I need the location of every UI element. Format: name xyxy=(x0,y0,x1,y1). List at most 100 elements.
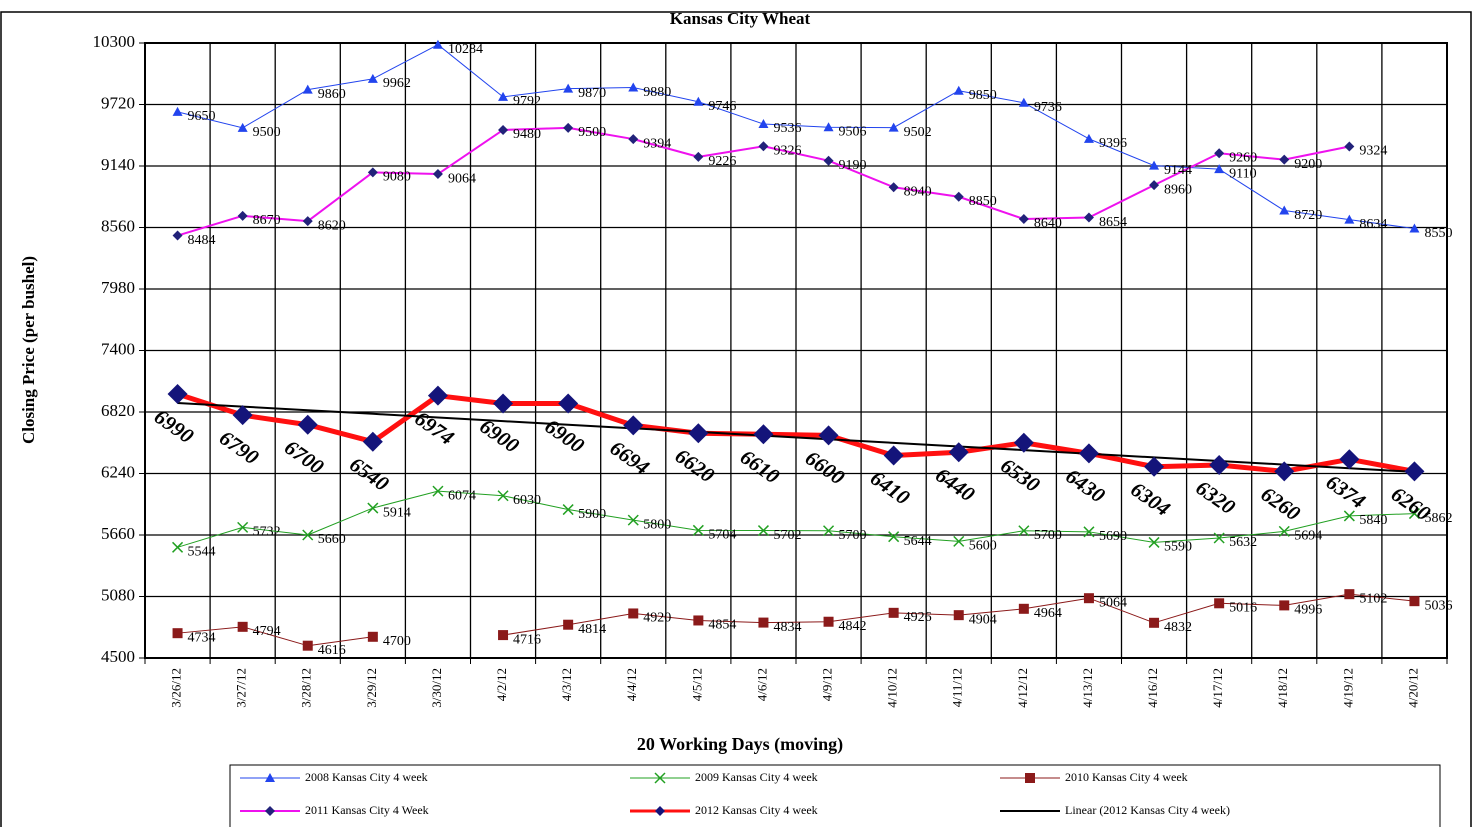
data-point xyxy=(1343,510,1355,522)
data-label: 4926 xyxy=(904,610,932,625)
data-label: 5840 xyxy=(1359,513,1387,528)
data-point xyxy=(302,216,313,227)
data-label: 4996 xyxy=(1294,603,1322,618)
data-label: 5016 xyxy=(1229,601,1257,616)
data-point xyxy=(1409,596,1420,607)
data-label: 6074 xyxy=(448,488,476,503)
data-point xyxy=(693,151,704,162)
x-tick-label: 4/20/12 xyxy=(1405,668,1420,708)
data-label: 5732 xyxy=(253,525,281,540)
legend-marker xyxy=(654,772,666,784)
legend-label: 2008 Kansas City 4 week xyxy=(305,770,428,784)
x-tick-label: 3/27/12 xyxy=(234,668,249,708)
data-label: 4834 xyxy=(773,620,801,635)
data-point xyxy=(237,122,248,132)
data-label: 9850 xyxy=(969,88,997,103)
data-label: 8850 xyxy=(969,194,997,209)
x-tick-label: 4/6/12 xyxy=(754,668,769,701)
data-point xyxy=(757,525,769,537)
data-label: 5600 xyxy=(969,539,997,554)
data-label: 5690 xyxy=(1099,529,1127,544)
data-point xyxy=(818,425,839,446)
data-label: 8640 xyxy=(1034,216,1062,231)
data-label: 8720 xyxy=(1294,208,1322,223)
data-label: 4904 xyxy=(969,612,997,627)
data-label: 9064 xyxy=(448,171,476,186)
data-label: 5694 xyxy=(1294,529,1322,544)
data-label: 4842 xyxy=(839,619,867,634)
data-label: 5644 xyxy=(904,534,932,549)
data-label: 9190 xyxy=(839,158,867,173)
data-point xyxy=(497,490,509,502)
data-label: 8960 xyxy=(1164,182,1192,197)
data-label: 4794 xyxy=(253,624,281,639)
data-point xyxy=(888,182,899,193)
data-label: 4814 xyxy=(578,622,606,637)
data-label: 4734 xyxy=(188,630,216,645)
data-point xyxy=(953,535,965,547)
data-point xyxy=(1404,461,1425,482)
data-label: 4700 xyxy=(383,634,411,649)
data-point xyxy=(558,393,579,414)
y-axis-label: Closing Price (per bushel) xyxy=(19,256,38,444)
data-point xyxy=(563,83,574,93)
data-label: 9326 xyxy=(773,143,801,158)
data-label: 9260 xyxy=(1229,150,1257,165)
data-label: 9962 xyxy=(383,76,411,91)
data-label: 4964 xyxy=(1034,606,1062,621)
x-tick-label: 4/10/12 xyxy=(885,668,900,708)
data-point xyxy=(432,39,443,49)
y-tick-label: 6240 xyxy=(101,462,135,481)
data-label: 5704 xyxy=(708,528,736,543)
data-label: 5700 xyxy=(1034,528,1062,543)
data-label: 9536 xyxy=(773,121,801,136)
data-point xyxy=(1408,508,1420,520)
data-label: 5800 xyxy=(643,517,671,532)
data-label: 9500 xyxy=(578,125,606,140)
data-point xyxy=(758,617,769,628)
y-tick-label: 9720 xyxy=(101,93,135,112)
x-tick-label: 4/11/12 xyxy=(950,668,965,707)
data-point xyxy=(1083,133,1094,143)
data-label: 4616 xyxy=(318,643,346,658)
x-tick-label: 4/13/12 xyxy=(1080,668,1095,708)
series-line xyxy=(177,401,1415,473)
data-point xyxy=(172,628,183,639)
data-point xyxy=(1214,164,1225,174)
data-point xyxy=(237,621,248,632)
data-label: 5700 xyxy=(839,528,867,543)
data-label: 8634 xyxy=(1359,217,1387,232)
data-label: 8654 xyxy=(1099,215,1127,230)
data-point xyxy=(367,73,378,83)
data-point xyxy=(888,122,899,132)
data-label: 9226 xyxy=(708,154,736,169)
data-point xyxy=(1279,205,1290,215)
data-point xyxy=(693,615,704,626)
data-label: 9870 xyxy=(578,86,606,101)
data-label: 5590 xyxy=(1164,540,1192,555)
data-point xyxy=(563,619,574,630)
data-point xyxy=(1279,154,1290,165)
data-label: 9396 xyxy=(1099,136,1127,151)
data-point xyxy=(628,134,639,145)
legend-marker xyxy=(655,806,665,816)
data-point xyxy=(1083,526,1095,538)
data-point xyxy=(172,106,183,116)
data-label: 9650 xyxy=(188,109,216,124)
data-label: 9792 xyxy=(513,94,541,109)
x-tick-label: 4/9/12 xyxy=(820,668,835,701)
data-point xyxy=(427,385,448,406)
data-point xyxy=(953,610,964,621)
data-point xyxy=(302,640,313,651)
data-point xyxy=(1144,456,1165,477)
data-point xyxy=(623,415,644,436)
data-point xyxy=(1083,212,1094,223)
data-point xyxy=(948,442,969,463)
data-label: 9080 xyxy=(383,170,411,185)
x-tick-label: 4/17/12 xyxy=(1210,668,1225,708)
data-point xyxy=(1213,532,1225,544)
series-line xyxy=(176,391,1415,474)
data-point xyxy=(953,85,964,95)
data-label: 8940 xyxy=(904,184,932,199)
